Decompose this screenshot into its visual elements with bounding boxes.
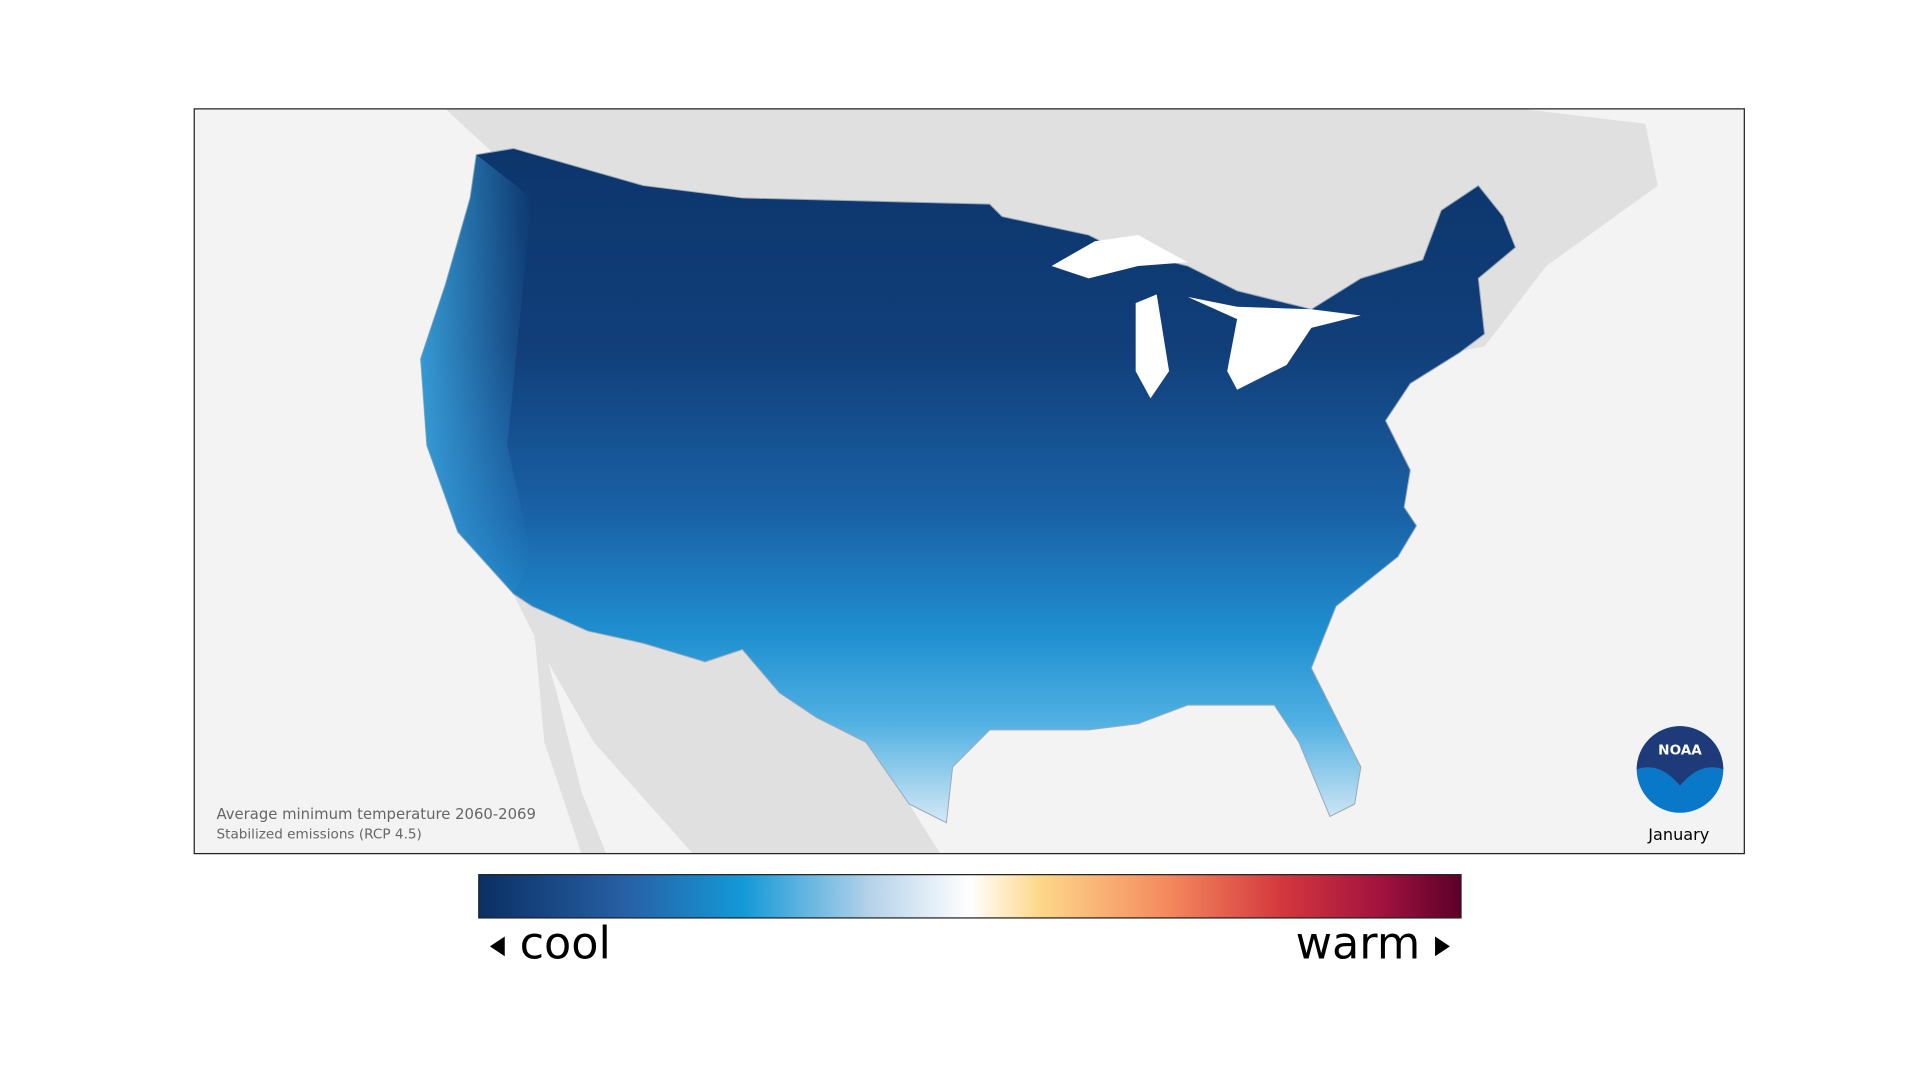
low-label: cool <box>520 918 611 970</box>
map-frame <box>193 108 1745 855</box>
arrow-right <box>1435 936 1450 957</box>
color-bar <box>478 874 1462 919</box>
arrow-left <box>489 936 505 957</box>
logo-top <box>1636 726 1724 786</box>
lake-superior <box>1051 235 1188 279</box>
baja <box>531 606 607 854</box>
caption: Stabilized emissions (RCP 4.5) <box>216 827 421 843</box>
eastern-lakes <box>1187 296 1361 390</box>
west-coast-shading <box>420 154 532 594</box>
high-label: warm <box>1296 918 1421 970</box>
caption: Average minimum temperature 2060-2069 <box>216 806 535 823</box>
mexico <box>513 593 941 854</box>
noaa-logo: NOAA <box>1636 726 1724 813</box>
month-label: January <box>1647 825 1709 844</box>
lake-michigan <box>1135 294 1170 399</box>
logo-text: NOAA <box>1658 743 1702 759</box>
basemap <box>420 108 1658 854</box>
